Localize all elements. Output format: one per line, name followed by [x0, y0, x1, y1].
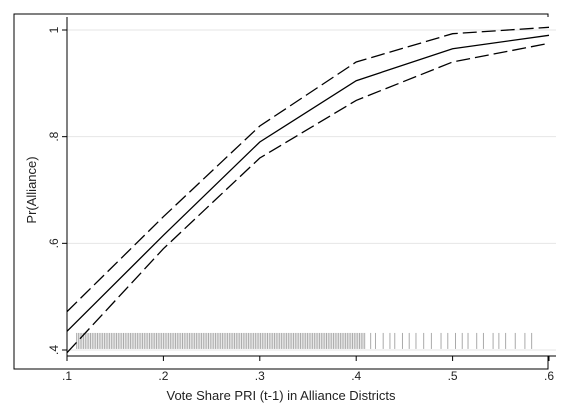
x-tick-label: .4: [351, 369, 361, 383]
tick-layer: .4 .6 .8 1 .1 .2 .3 .4 .5 .6: [47, 26, 554, 383]
rug-layer: [76, 332, 533, 349]
fitted-line: [66, 34, 550, 332]
y-tick-label: .6: [47, 238, 61, 248]
confidence-band-line: [66, 42, 550, 354]
grid-layer: [67, 29, 556, 351]
y-tick-label: .4: [47, 345, 61, 355]
x-axis-label: Vote Share PRI (t-1) in Alliance Distric…: [166, 388, 396, 403]
x-tick-label: .5: [448, 369, 458, 383]
y-tick-label: 1: [47, 26, 61, 33]
x-tick-label: .1: [62, 369, 72, 383]
y-axis-label: Pr(Alliance): [24, 156, 39, 223]
series-layer: [66, 26, 550, 354]
x-tick-label: .6: [544, 369, 554, 383]
x-tick-label: .2: [158, 369, 168, 383]
x-tick-label: .3: [255, 369, 265, 383]
confidence-band-line: [66, 26, 550, 313]
y-tick-label: .8: [47, 131, 61, 141]
plot-area: [67, 17, 556, 356]
